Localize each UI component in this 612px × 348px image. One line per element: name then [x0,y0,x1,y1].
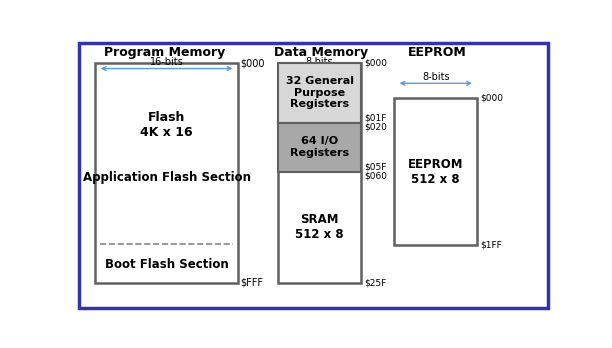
Text: EEPROM
512 x 8: EEPROM 512 x 8 [408,158,463,186]
Bar [278,122,361,172]
Text: 64 I/O
Registers: 64 I/O Registers [290,136,349,158]
Text: SRAM
512 x 8: SRAM 512 x 8 [295,213,344,242]
Text: Data Memory: Data Memory [274,46,368,59]
Bar [394,98,477,245]
Text: 16-bits: 16-bits [150,57,184,67]
Text: $020: $020 [364,122,387,132]
Text: $060: $060 [364,172,387,181]
Text: $25F: $25F [364,278,386,287]
Text: $000: $000 [240,58,264,68]
Text: 8-bits: 8-bits [306,57,334,67]
Bar [95,63,238,283]
Text: Boot Flash Section: Boot Flash Section [105,258,228,271]
Bar [278,63,361,122]
Text: $FFF: $FFF [240,278,263,288]
Text: Program Memory: Program Memory [103,46,225,59]
Text: Application Flash Section: Application Flash Section [83,171,251,184]
Text: $000: $000 [480,94,503,103]
Text: $000: $000 [364,59,387,68]
Text: $01F: $01F [364,113,386,122]
Text: Flash
4K x 16: Flash 4K x 16 [140,111,193,139]
Text: 8-bits: 8-bits [422,72,450,82]
Text: $1FF: $1FF [480,241,502,250]
Text: 32 General
Purpose
Registers: 32 General Purpose Registers [286,76,354,110]
Text: $05F: $05F [364,163,386,172]
Text: EEPROM: EEPROM [408,46,466,59]
Bar [278,63,361,283]
